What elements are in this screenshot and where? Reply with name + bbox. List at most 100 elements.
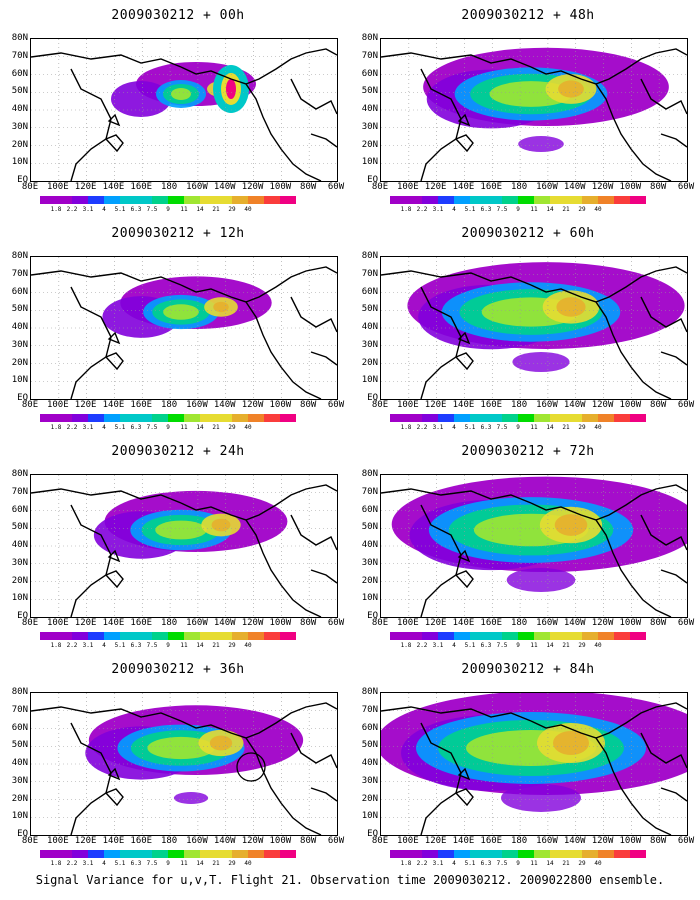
- colorbar-swatch: [534, 632, 550, 640]
- colorbar-label: 11: [530, 642, 538, 649]
- map-canvas: [381, 693, 687, 835]
- colorbar-swatch: [280, 196, 296, 204]
- colorbar-label: 14: [196, 206, 204, 213]
- colorbar-label: 11: [530, 424, 538, 431]
- colorbar-swatch: [56, 632, 72, 640]
- colorbar-label: 21: [562, 424, 570, 431]
- colorbar-label: 14: [196, 642, 204, 649]
- colorbar-swatch: [248, 414, 264, 422]
- lon-label: 100W: [619, 182, 642, 192]
- variance-field: [423, 47, 669, 152]
- lat-label: 50N: [361, 304, 378, 315]
- lon-label: 60W: [327, 182, 345, 192]
- colorbar-label: 29: [578, 642, 586, 649]
- colorbar-swatch: [582, 414, 598, 422]
- lon-label: 140W: [563, 836, 586, 846]
- colorbar-label: 9: [166, 642, 170, 649]
- colorbar-swatch: [502, 850, 518, 858]
- lon-label: 80E: [371, 400, 389, 410]
- coastlines: [31, 48, 337, 181]
- lon-label: 120E: [74, 618, 97, 628]
- colorbar-swatch: [120, 196, 136, 204]
- colorbar-swatch: [422, 850, 438, 858]
- colorbar-swatch: [72, 196, 88, 204]
- colorbar-label: 29: [228, 860, 236, 867]
- colorbar-swatch: [630, 850, 646, 858]
- colorbar-swatch: [216, 414, 232, 422]
- lon-label: 80E: [21, 400, 39, 410]
- colorbar-label: 29: [578, 424, 586, 431]
- lon-label: 80W: [650, 836, 667, 846]
- colorbar-swatch: [422, 632, 438, 640]
- variance-map: [380, 692, 688, 836]
- colorbar-swatch: [184, 850, 200, 858]
- lon-label: 120W: [241, 836, 264, 846]
- colorbar-label: 4: [452, 642, 456, 649]
- lat-label: 10N: [361, 811, 378, 822]
- colorbar: [40, 414, 296, 422]
- lon-label: 100E: [46, 836, 69, 846]
- lat-label: 10N: [11, 811, 28, 822]
- coastlines: [31, 702, 337, 835]
- lon-label: 160E: [130, 618, 153, 628]
- lon-label: 120E: [424, 182, 447, 192]
- colorbar-label: 6.3: [130, 860, 142, 867]
- colorbar-label: 9: [166, 206, 170, 213]
- lat-label: 20N: [361, 139, 378, 150]
- graticule: [381, 693, 687, 835]
- panel-title: 2009030212 + 60h: [461, 226, 595, 241]
- variance-map: [30, 692, 338, 836]
- colorbar-swatch: [40, 196, 56, 204]
- colorbar-swatch: [438, 196, 454, 204]
- lon-label: 180: [160, 618, 178, 628]
- lon-label: 120W: [241, 182, 264, 192]
- lon-label: 140E: [102, 400, 125, 410]
- colorbar-swatch: [104, 632, 120, 640]
- colorbar-label: 14: [546, 424, 554, 431]
- lat-label: 70N: [361, 268, 378, 279]
- map-canvas: [31, 693, 337, 835]
- coastlines: [31, 266, 337, 399]
- colorbar-swatch: [200, 414, 216, 422]
- colorbar-swatch: [518, 414, 534, 422]
- panel-title: 2009030212 + 84h: [461, 662, 595, 677]
- colorbar-swatch: [422, 414, 438, 422]
- lon-label: 160W: [186, 400, 208, 410]
- colorbar-label: 11: [180, 642, 188, 649]
- colorbar-swatch: [550, 196, 566, 204]
- lon-label: 120E: [424, 400, 447, 410]
- colorbar-label: 6.3: [480, 860, 492, 867]
- colorbar-swatch: [486, 414, 502, 422]
- colorbar-swatch: [518, 850, 534, 858]
- colorbar-swatch: [104, 850, 120, 858]
- colorbar-swatch: [40, 632, 56, 640]
- colorbar-label: 14: [196, 860, 204, 867]
- lon-label: 80E: [21, 618, 39, 628]
- colorbar-swatch: [184, 414, 200, 422]
- lon-label: 100W: [269, 618, 292, 628]
- colorbar-swatch: [40, 414, 56, 422]
- colorbar-label: 29: [578, 860, 586, 867]
- lat-label: 80N: [361, 469, 378, 479]
- colorbar-label: 5.1: [114, 642, 126, 649]
- colorbar-swatch: [232, 414, 248, 422]
- colorbar-label: 3.1: [82, 424, 94, 431]
- colorbar-swatch: [136, 414, 152, 422]
- lon-label: 80E: [371, 836, 389, 846]
- colorbar-label: 4: [102, 860, 106, 867]
- colorbar-swatch: [630, 196, 646, 204]
- colorbar-label: 7.5: [496, 642, 508, 649]
- lon-label: 180: [160, 836, 178, 846]
- colorbar-label: 11: [180, 860, 188, 867]
- lon-label: 120W: [591, 836, 614, 846]
- lon-label: 80W: [300, 182, 317, 192]
- lon-label: 160E: [480, 182, 503, 192]
- lat-label: 70N: [11, 704, 28, 715]
- map-canvas: [381, 257, 687, 399]
- graticule: [31, 693, 337, 835]
- colorbar-label: 6.3: [480, 642, 492, 649]
- colorbar-swatch: [184, 196, 200, 204]
- colorbar-swatch: [88, 414, 104, 422]
- colorbar-swatch: [184, 632, 200, 640]
- lon-label: 60W: [327, 618, 345, 628]
